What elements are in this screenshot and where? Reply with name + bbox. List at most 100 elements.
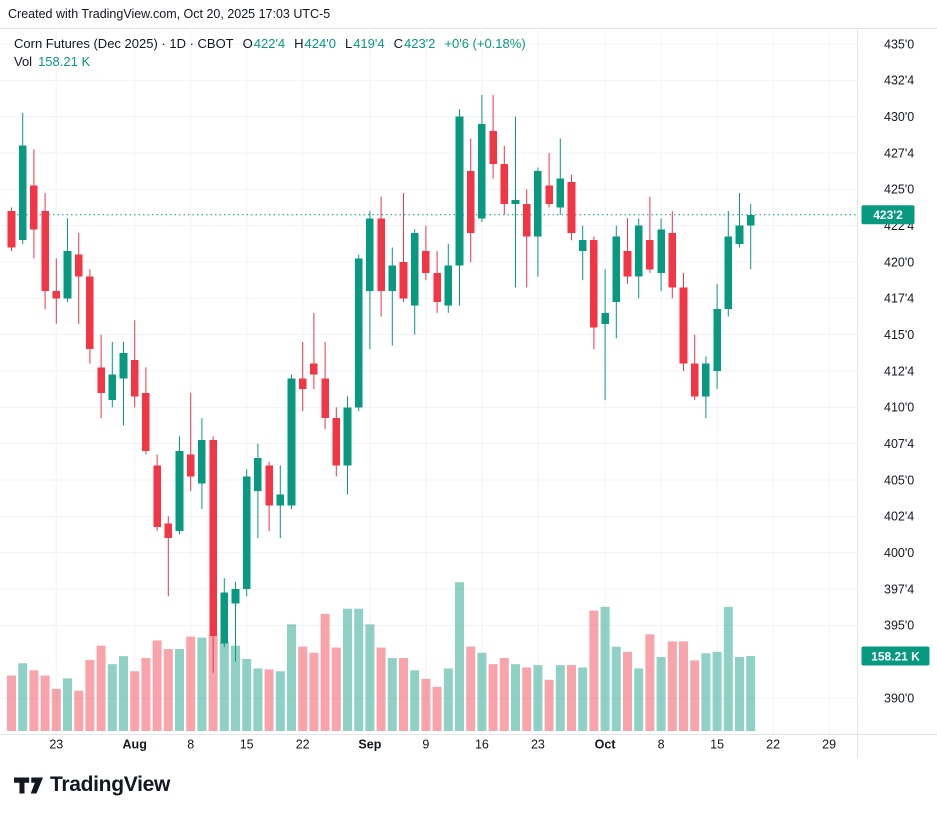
volume-bar: [40, 675, 50, 731]
candle-body: [52, 291, 61, 299]
candle-body: [119, 352, 128, 379]
candle-body: [612, 236, 621, 302]
volume-bar: [186, 636, 196, 731]
candle-body: [310, 363, 318, 375]
volume-bar: [130, 671, 140, 731]
volume-bar: [723, 606, 733, 731]
price-axis[interactable]: [858, 28, 937, 735]
price-change: +0'6 (+0.18%): [444, 36, 526, 51]
candle-body: [690, 363, 699, 397]
volume-bar: [242, 658, 252, 731]
price-tick-label: 405'0: [884, 473, 914, 487]
price-tick-label: 412'4: [884, 364, 914, 378]
price-tick-label: 420'0: [884, 255, 914, 269]
candle-body: [668, 232, 677, 288]
candle-body: [153, 465, 161, 528]
candle-body: [679, 287, 688, 364]
time-tick-label: 23: [531, 738, 545, 752]
price-tick-label: 400'0: [884, 546, 914, 560]
candle-body: [433, 272, 441, 302]
candle-body: [7, 211, 16, 248]
volume-bar: [29, 670, 39, 731]
volume-bar: [667, 641, 677, 731]
price-tick-label: 415'0: [884, 328, 914, 342]
volume-bar: [96, 645, 106, 731]
current-volume-badge: [861, 646, 930, 666]
candle-body: [623, 251, 632, 277]
volume-bar: [578, 667, 588, 731]
time-tick-label: 22: [766, 738, 780, 752]
volume-bar: [7, 675, 16, 731]
volume-bar: [287, 624, 296, 731]
volume-bar: [74, 690, 84, 731]
current-volume-badge-text: 158.21 K: [871, 649, 920, 663]
candle-body: [466, 171, 475, 233]
volume-bar: [466, 646, 476, 731]
ohlc-low: L419'4: [344, 36, 385, 51]
candle-body: [410, 232, 419, 306]
price-tick-label: 397'4: [884, 582, 914, 596]
time-tick-label: Oct: [595, 738, 617, 752]
candle-body: [265, 465, 273, 506]
candle-body: [634, 225, 643, 277]
candle-body: [746, 214, 755, 226]
volume-bar: [555, 665, 565, 731]
tradingview-logo[interactable]: TradingView: [14, 773, 170, 797]
time-tick-label: 23: [49, 738, 63, 752]
volume-bar: [175, 648, 184, 731]
attribution-text: Created with TradingView.com, Oct 20, 20…: [8, 7, 331, 21]
volume-bar: [701, 653, 711, 731]
candle-body: [332, 418, 341, 466]
tradingview-mark-icon: [14, 777, 43, 793]
current-price-badge: [861, 205, 915, 225]
volume-bar: [387, 657, 397, 731]
price-tick-label: 432'4: [884, 74, 914, 88]
price-tick-label: 407'4: [884, 437, 914, 451]
candle-body: [567, 182, 576, 233]
volume-bar: [443, 668, 453, 731]
volume-bar: [119, 656, 128, 731]
candle-body: [276, 494, 285, 506]
time-tick-label: 9: [422, 738, 429, 752]
volume-bar: [376, 647, 386, 731]
candle-body: [142, 392, 150, 451]
volume-bar: [331, 647, 341, 731]
volume-bar: [522, 667, 532, 731]
volume-bar: [656, 657, 666, 731]
volume-bar: [432, 686, 442, 731]
candle-body: [63, 251, 72, 299]
volume-bar: [712, 651, 722, 731]
candle-body: [578, 240, 587, 252]
volume-bar: [746, 656, 756, 731]
price-tick-label: 425'0: [884, 183, 914, 197]
volume-bar: [107, 664, 117, 731]
price-tick-label: 395'0: [884, 619, 914, 633]
candle-body: [298, 378, 307, 390]
time-axis[interactable]: [0, 735, 858, 759]
candle-body: [478, 123, 486, 219]
pane-divider: [0, 28, 937, 29]
volume-bar: [511, 664, 520, 731]
time-tick-label: 15: [710, 738, 724, 752]
volume-bar: [488, 664, 498, 731]
volume-bar: [645, 634, 655, 731]
current-price-badge-text: 423'2: [873, 208, 903, 222]
volume-bar: [63, 678, 72, 731]
candle-body: [18, 145, 27, 241]
volume-bar: [533, 665, 543, 731]
volume-bar: [18, 663, 28, 731]
candle-body: [388, 265, 397, 292]
candle-body: [74, 254, 83, 277]
volume-bar: [399, 657, 408, 731]
volume-bar: [365, 624, 375, 731]
volume-bar: [600, 606, 610, 731]
candle-body: [321, 378, 329, 419]
volume-bar: [309, 652, 319, 731]
candle-body: [366, 218, 374, 292]
volume-bar: [421, 678, 431, 731]
price-tick-label: 402'4: [884, 510, 914, 524]
volume-bar: [197, 637, 207, 731]
volume-bar: [611, 646, 621, 731]
volume-bar: [567, 665, 576, 731]
